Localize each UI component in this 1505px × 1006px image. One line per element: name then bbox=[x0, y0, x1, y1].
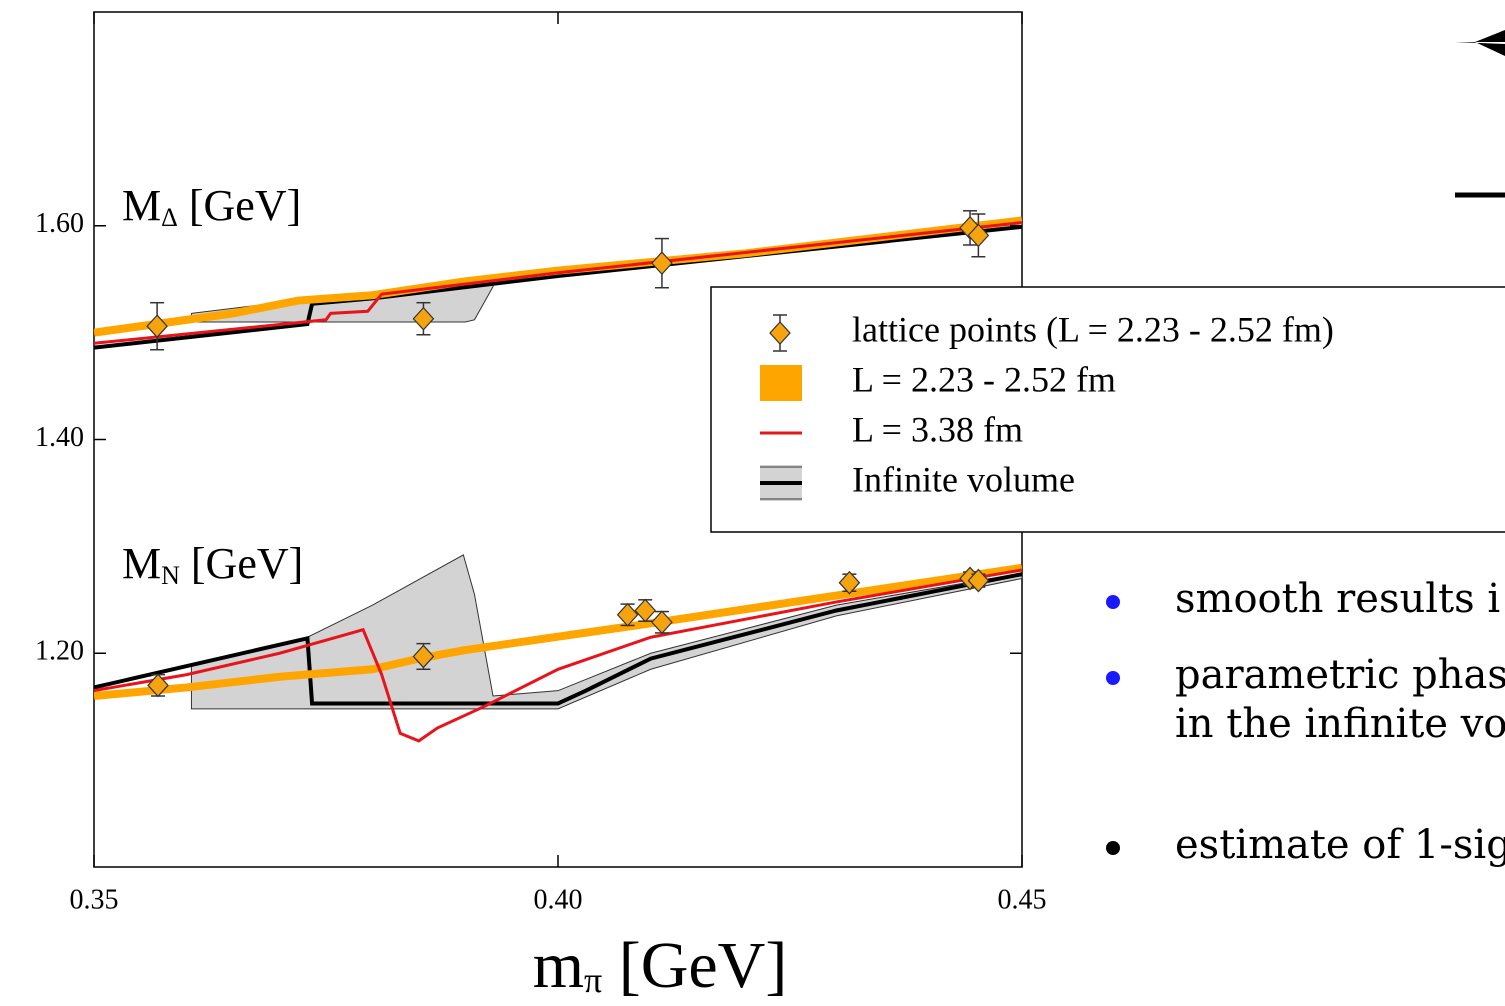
y-tick-label: 1.60 bbox=[35, 208, 84, 239]
bullet-text: in the infinite vo bbox=[1175, 701, 1505, 747]
annotation-unit: [GeV] bbox=[178, 181, 301, 230]
bullet-dot bbox=[1106, 595, 1120, 609]
data-point bbox=[967, 223, 990, 248]
annotation: MN [GeV] bbox=[122, 539, 303, 590]
y-tick-label: 1.20 bbox=[35, 636, 84, 667]
band bbox=[190, 554, 1022, 710]
x-axis-label: mπ [GeV] bbox=[533, 929, 788, 1002]
legend-label: Infinite volume bbox=[852, 459, 1075, 499]
plot-area bbox=[94, 210, 1022, 743]
line bbox=[94, 221, 1022, 345]
annotation-sub: Δ bbox=[161, 203, 178, 232]
legend-label: L = 3.38 fm bbox=[852, 409, 1023, 449]
data-point bbox=[616, 602, 639, 627]
annotation-unit: [GeV] bbox=[180, 539, 303, 588]
legend-label: L = 2.23 - 2.52 fm bbox=[852, 359, 1116, 399]
legend-box bbox=[710, 286, 1505, 533]
annotation: MΔ [GeV] bbox=[122, 181, 301, 232]
legend: lattice points (L = 2.23 - 2.52 fm) L = 2… bbox=[710, 286, 1505, 533]
data-point bbox=[634, 598, 657, 623]
data-point bbox=[651, 610, 673, 635]
x-tick-label: 0.45 bbox=[998, 884, 1047, 915]
annotation-sub: N bbox=[161, 561, 180, 590]
bullet-text: parametric phas bbox=[1175, 652, 1505, 698]
data-point bbox=[146, 314, 168, 339]
arrow-icon bbox=[1455, 30, 1505, 56]
x-axis-label-sub: π bbox=[584, 960, 602, 1000]
legend-label: lattice points (L = 2.23 - 2.52 fm) bbox=[852, 309, 1334, 349]
annotation-main: M bbox=[122, 181, 161, 230]
x-axis-label-main: m bbox=[533, 929, 584, 1002]
line bbox=[94, 572, 1022, 706]
line bbox=[94, 568, 1022, 743]
data-point bbox=[147, 673, 169, 698]
y-tick-label: 1.40 bbox=[35, 422, 84, 453]
bullet-text: smooth results i bbox=[1175, 576, 1500, 622]
bullet-dot bbox=[1106, 841, 1120, 855]
legend-symbol bbox=[769, 321, 791, 345]
data-point bbox=[412, 306, 435, 331]
data-point bbox=[838, 570, 861, 595]
x-tick-label: 0.35 bbox=[70, 884, 119, 915]
bullet-text: estimate of 1-sig bbox=[1175, 822, 1505, 868]
x-axis-label-unit: [GeV] bbox=[602, 929, 787, 1002]
data-point bbox=[412, 644, 435, 669]
legend-symbol bbox=[760, 365, 802, 401]
bullet-dot bbox=[1106, 671, 1120, 685]
line bbox=[94, 563, 1022, 700]
annotation-main: M bbox=[122, 539, 161, 588]
x-tick-label: 0.40 bbox=[534, 884, 583, 915]
data-point bbox=[651, 251, 673, 276]
data-point bbox=[967, 568, 990, 593]
